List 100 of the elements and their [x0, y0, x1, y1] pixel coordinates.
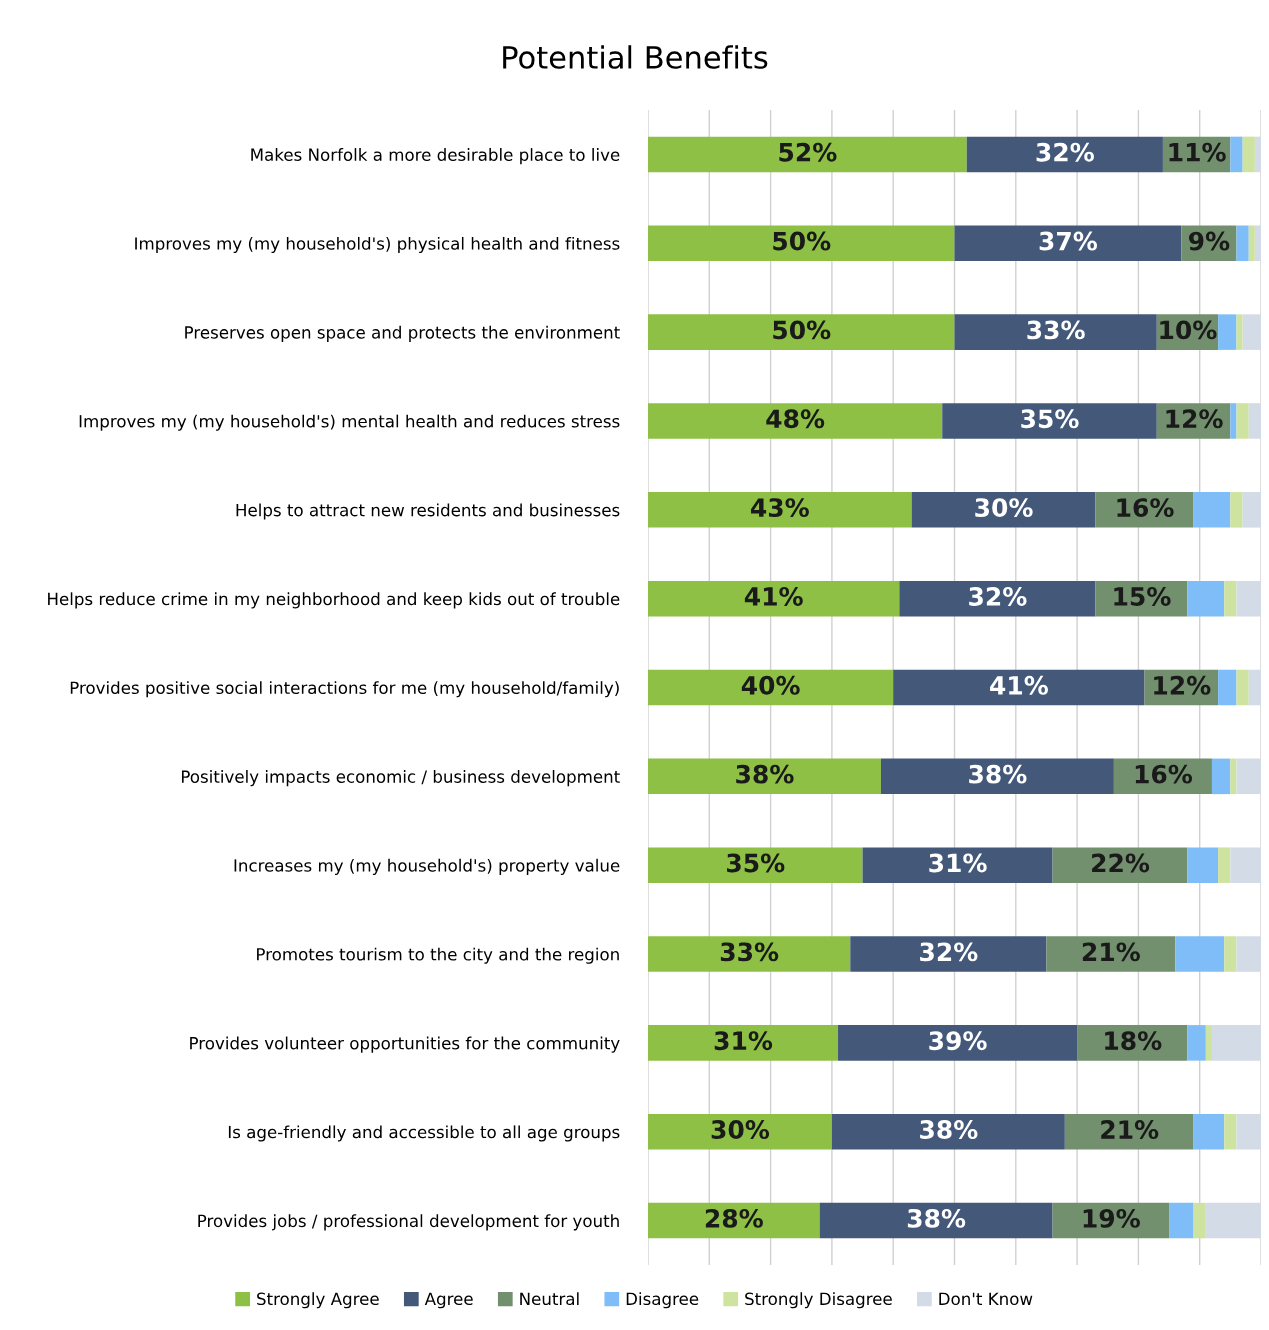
bar: [819, 1202, 1053, 1239]
bar: [1211, 1025, 1261, 1061]
data-label: 12%: [1154, 675, 1211, 695]
bar: [1236, 669, 1249, 706]
bar: [966, 136, 1163, 173]
bar: [954, 314, 1157, 350]
bar: [648, 403, 943, 439]
bar: [648, 758, 881, 795]
bar: [1224, 936, 1237, 972]
bar: [648, 669, 894, 706]
bar: [1242, 136, 1255, 173]
data-label: 9%: [1188, 231, 1230, 251]
bar: [1236, 580, 1261, 617]
bar: [1218, 847, 1231, 883]
bar: [1211, 758, 1231, 795]
legend-label: Disagree: [626, 1292, 699, 1309]
data-label: 28%: [705, 1208, 763, 1228]
bar: [1236, 403, 1249, 439]
bar: [1218, 669, 1237, 706]
bar: [1052, 847, 1188, 883]
y-tick-label: Improves my (my household's) mental health and reduces stress: [79, 414, 620, 431]
data-label: 41%: [744, 587, 803, 606]
data-label: 30%: [975, 498, 1033, 518]
data-label: 11%: [1169, 142, 1226, 162]
data-label: 16%: [1117, 498, 1174, 518]
legend-label: Agree: [424, 1292, 473, 1309]
data-label: 15%: [1114, 587, 1171, 606]
bar: [1230, 847, 1261, 883]
data-label: 38%: [920, 1120, 978, 1139]
y-tick-label: Preserves open space and protects the environment: [185, 325, 620, 342]
data-label: 35%: [1021, 409, 1079, 429]
y-tick-label: Helps reduce crime in my neighborhood and keep kids out of trouble: [48, 592, 620, 609]
bar: [1236, 1113, 1261, 1150]
data-label: 19%: [1083, 1208, 1140, 1228]
bar: [1248, 403, 1261, 439]
data-label: 43%: [751, 498, 809, 518]
bar: [1205, 1202, 1261, 1239]
data-label: 21%: [1101, 1120, 1159, 1139]
data-label: 38%: [736, 764, 794, 784]
data-label: 37%: [1039, 231, 1098, 251]
y-tick-label: Provides jobs / professional development for youth: [198, 1214, 619, 1231]
bar: [1187, 847, 1219, 883]
y-tick-label: Is age-friendly and accessible to all age groups: [228, 1125, 620, 1142]
y-tick-label: Positively impacts economic / business development: [181, 770, 620, 787]
bar: [1242, 314, 1261, 350]
y-tick-label: Makes Norfolk a more desirable place to live: [251, 148, 620, 165]
bar: [942, 403, 1157, 439]
data-label: 39%: [929, 1031, 987, 1051]
bar: [850, 936, 1047, 972]
bar: [880, 758, 1114, 795]
bar: [1187, 580, 1225, 617]
bar: [648, 1113, 832, 1150]
y-tick-label: Promotes tourism to the city and the region: [257, 947, 619, 964]
bar: [1236, 314, 1243, 350]
data-label: 38%: [969, 764, 1027, 784]
data-label: 21%: [1082, 942, 1140, 962]
data-label: 41%: [990, 675, 1048, 695]
bar: [1236, 225, 1249, 262]
bar: [893, 669, 1145, 706]
bar: [648, 580, 900, 617]
bar: [1193, 1202, 1206, 1239]
bar: [1254, 136, 1261, 173]
bar: [1064, 1113, 1194, 1150]
data-label: 10%: [1160, 320, 1217, 340]
data-label: 30%: [711, 1120, 770, 1139]
bar: [1242, 492, 1261, 528]
data-label: 35%: [727, 853, 785, 873]
bar: [911, 492, 1096, 528]
bar: [1169, 1202, 1194, 1239]
data-label: 40%: [741, 675, 800, 695]
data-label: 31%: [929, 853, 987, 873]
bar: [1230, 136, 1243, 173]
data-label: 32%: [1036, 142, 1094, 162]
bar: [1205, 1025, 1212, 1061]
chart-title: Potential Benefits: [503, 45, 768, 69]
bar: [1236, 758, 1261, 795]
bar: [1224, 580, 1237, 617]
bar: [1187, 1025, 1206, 1061]
bar: [831, 1113, 1065, 1150]
data-label: 50%: [773, 320, 831, 340]
bar: [1193, 1113, 1225, 1150]
data-label: 33%: [720, 942, 779, 962]
legend-label: Don't Know: [939, 1292, 1033, 1306]
bar: [1248, 669, 1261, 706]
bar: [648, 1025, 839, 1061]
legend-label: Strongly Disagree: [745, 1292, 892, 1309]
bar: [1230, 758, 1237, 795]
data-label: 32%: [920, 942, 978, 962]
bar: [1236, 936, 1261, 972]
data-label: 33%: [1027, 320, 1085, 340]
y-tick-label: Helps to attract new residents and businesses: [236, 503, 620, 520]
data-label: 38%: [907, 1208, 966, 1228]
legend-label: Neutral: [520, 1292, 579, 1306]
y-tick-label: Increases my (my household's) property value: [234, 858, 620, 875]
bar: [648, 936, 851, 972]
bar: [1218, 314, 1237, 350]
data-label: 31%: [714, 1031, 773, 1051]
bar: [838, 1025, 1078, 1061]
bar: [648, 492, 912, 528]
y-tick-label: Provides positive social interactions for me (my household/family): [70, 681, 619, 698]
